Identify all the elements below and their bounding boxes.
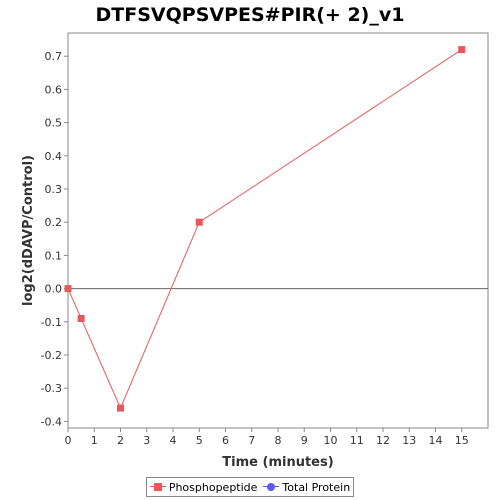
y-tick-label: -0.2 <box>41 349 62 362</box>
x-tick-label: 13 <box>402 434 416 447</box>
x-tick-label: 15 <box>455 434 469 447</box>
y-tick-label: -0.4 <box>41 415 62 428</box>
y-axis-label: log2(dDAVP/Control) <box>21 155 36 306</box>
y-tick-label: 0.5 <box>45 117 63 130</box>
data-point <box>117 404 124 412</box>
y-tick-label: 0.4 <box>45 150 63 163</box>
x-tick-label: 1 <box>91 434 98 447</box>
x-tick-label: 11 <box>350 434 364 447</box>
legend-label: Total Protein <box>282 480 351 494</box>
legend-label: Phosphopeptide <box>168 480 258 494</box>
y-tick-label: 0.2 <box>45 216 63 229</box>
x-tick-label: 2 <box>117 434 124 447</box>
x-tick-label: 14 <box>429 434 443 447</box>
legend-square-marker-icon <box>149 482 166 492</box>
data-point <box>64 285 72 293</box>
legend-item-phosphopeptide: Phosphopeptide <box>149 480 258 494</box>
x-tick-label: 12 <box>376 434 390 447</box>
chart-title: DTFSVQPSVPES#PIR(+ 2)_v1 <box>95 4 405 26</box>
x-tick-label: 9 <box>301 434 308 447</box>
data-point <box>77 314 85 322</box>
x-tick-label: 7 <box>248 434 255 447</box>
x-axis-label: Time (minutes) <box>222 455 333 470</box>
plot-area <box>67 32 489 429</box>
x-tick-label: 4 <box>170 434 177 447</box>
x-tick-label: 0 <box>65 434 72 447</box>
x-tick-label: 3 <box>143 434 150 447</box>
x-tick-label: 5 <box>196 434 203 447</box>
x-tick-label: 8 <box>275 434 282 447</box>
y-tick-label: 0.0 <box>45 283 63 296</box>
y-tick-label: -0.1 <box>41 316 62 329</box>
legend: Phosphopeptide Total Protein <box>146 477 354 497</box>
series-layer <box>64 46 466 412</box>
data-point <box>195 218 203 226</box>
y-tick-label: 0.1 <box>45 249 63 262</box>
x-tick-label: 6 <box>222 434 229 447</box>
data-point <box>458 46 466 54</box>
y-tick-label: 0.6 <box>45 83 63 96</box>
y-tick-label: 0.7 <box>45 50 63 63</box>
legend-item-total-protein: Total Protein <box>263 481 350 494</box>
axes: -0.4 -0.3 -0.2 -0.1 0.0 0.1 0.2 0.3 0.4 0.5 0.6 0.7… <box>41 50 488 447</box>
y-tick-label: 0.3 <box>45 183 63 196</box>
y-tick-label: -0.3 <box>41 382 62 395</box>
x-tick-label: 10 <box>324 434 338 447</box>
legend-circle-marker-icon <box>263 482 280 492</box>
